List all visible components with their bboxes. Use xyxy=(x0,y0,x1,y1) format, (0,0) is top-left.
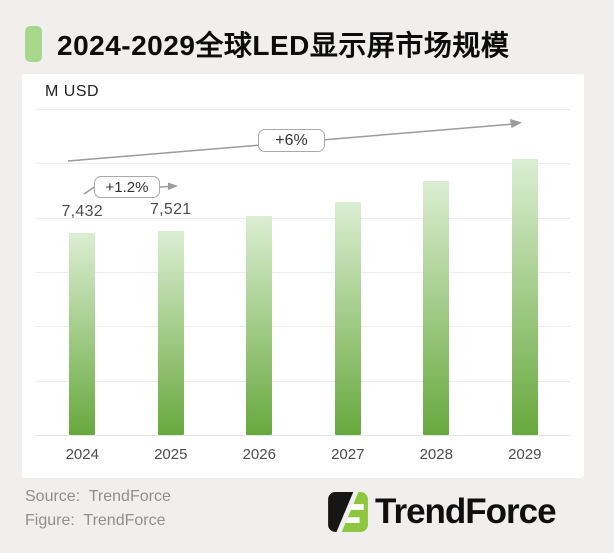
grid-line xyxy=(36,109,570,110)
grid-line xyxy=(36,326,570,328)
page-title: 2024-2029全球LED显示屏市场规模 xyxy=(57,30,510,61)
long-growth-arrowhead-icon xyxy=(510,119,522,128)
grid-line xyxy=(36,163,570,165)
bar-2025 xyxy=(157,231,184,435)
y-axis-unit-label: M USD xyxy=(45,83,100,100)
bar-2029 xyxy=(511,159,538,435)
grid-line xyxy=(36,272,570,273)
x-axis-label-2025: 2025 xyxy=(154,446,188,463)
x-axis-label-2029: 2029 xyxy=(508,446,542,463)
bar-2026 xyxy=(246,216,273,435)
plot-area: 7,432 2024 7,521 2025 2026 2027 2028 2029 xyxy=(22,74,584,478)
grid-line xyxy=(36,217,570,219)
growth-annotation-long: +6% xyxy=(258,129,325,152)
growth-annotation-short: +1.2% xyxy=(94,176,160,198)
chart-card: M USD 7,432 2024 7,521 2025 2026 2027 2028 2029… xyxy=(22,74,584,478)
bar-2027 xyxy=(334,202,361,435)
bar-2028 xyxy=(423,181,450,435)
trendforce-logo-icon xyxy=(328,492,368,532)
source-credit: Source: TrendForce xyxy=(25,488,171,505)
short-growth-arrowhead-icon xyxy=(168,182,178,190)
bar-value-label-2025: 7,521 xyxy=(149,201,192,218)
x-axis-baseline xyxy=(36,435,570,436)
title-marker-icon xyxy=(25,26,42,62)
trendforce-logo: TrendForce xyxy=(327,490,557,534)
trendforce-logo-text: TrendForce xyxy=(375,492,557,531)
x-axis-label-2024: 2024 xyxy=(65,446,99,463)
x-axis-label-2028: 2028 xyxy=(419,446,453,463)
x-axis-label-2026: 2026 xyxy=(242,446,276,463)
figure-credit: Figure: TrendForce xyxy=(25,512,166,529)
bar-value-label-2024: 7,432 xyxy=(61,203,104,220)
x-axis-label-2027: 2027 xyxy=(331,446,365,463)
bar-2024 xyxy=(69,233,96,435)
grid-line xyxy=(36,380,570,382)
